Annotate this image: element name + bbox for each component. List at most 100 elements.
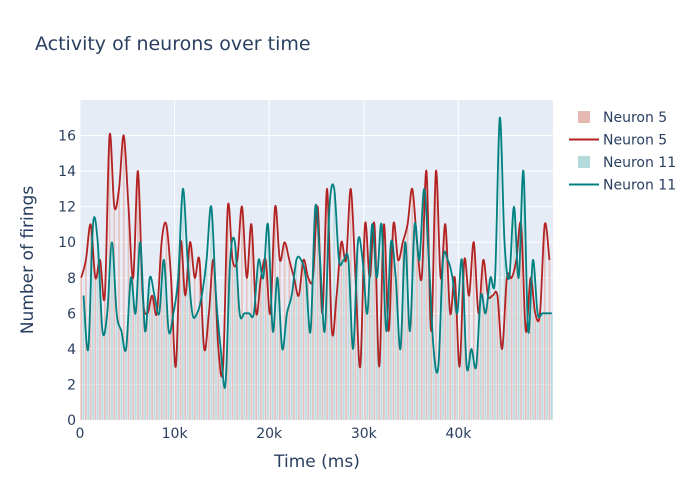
bar-neuron-11[interactable] <box>139 242 142 420</box>
bar-neuron-11[interactable] <box>484 313 487 420</box>
bar-neuron-11[interactable] <box>182 188 184 420</box>
bar-neuron-11[interactable] <box>219 348 222 420</box>
bar-neuron-5[interactable] <box>430 331 433 420</box>
bar-neuron-11[interactable] <box>536 313 539 420</box>
bar-neuron-11[interactable] <box>144 331 146 420</box>
bar-neuron-11[interactable] <box>82 295 85 420</box>
bar-neuron-11[interactable] <box>106 313 109 420</box>
bar-neuron-5[interactable] <box>416 242 418 420</box>
bar-neuron-5[interactable] <box>392 224 395 420</box>
bar-neuron-11[interactable] <box>243 313 246 420</box>
bar-neuron-5[interactable] <box>203 348 205 420</box>
bar-neuron-11[interactable] <box>191 313 194 420</box>
bar-neuron-11[interactable] <box>550 313 553 420</box>
bar-neuron-5[interactable] <box>156 313 158 420</box>
bar-neuron-5[interactable] <box>132 277 135 420</box>
bar-neuron-5[interactable] <box>368 277 371 420</box>
bar-neuron-11[interactable] <box>172 313 175 420</box>
legend-item[interactable]: Neuron 5 <box>578 110 667 126</box>
bar-neuron-5[interactable] <box>179 242 182 420</box>
bar-neuron-5[interactable] <box>378 366 381 420</box>
bar-neuron-5[interactable] <box>520 224 522 420</box>
bar-neuron-5[interactable] <box>477 313 480 420</box>
bar-neuron-5[interactable] <box>118 188 120 420</box>
bar-neuron-11[interactable] <box>125 348 127 420</box>
bar-neuron-5[interactable] <box>160 242 163 420</box>
bar-neuron-11[interactable] <box>186 260 189 420</box>
bar-neuron-11[interactable] <box>295 260 298 420</box>
bar-neuron-11[interactable] <box>394 277 397 420</box>
bar-neuron-11[interactable] <box>475 366 477 420</box>
bar-neuron-11[interactable] <box>437 366 440 420</box>
bar-neuron-11[interactable] <box>158 313 161 420</box>
bar-neuron-11[interactable] <box>134 313 137 420</box>
bar-neuron-11[interactable] <box>248 313 250 420</box>
bar-neuron-5[interactable] <box>420 277 423 420</box>
bar-neuron-5[interactable] <box>288 260 291 420</box>
bar-neuron-5[interactable] <box>515 260 518 420</box>
bar-neuron-11[interactable] <box>347 260 350 420</box>
bar-neuron-5[interactable] <box>454 277 456 420</box>
bar-neuron-5[interactable] <box>184 295 187 420</box>
bar-neuron-11[interactable] <box>111 242 113 420</box>
bar-neuron-11[interactable] <box>290 295 293 420</box>
bar-neuron-11[interactable] <box>305 277 307 420</box>
bar-neuron-5[interactable] <box>449 313 451 420</box>
bar-neuron-11[interactable] <box>319 260 321 420</box>
bar-neuron-5[interactable] <box>293 277 295 420</box>
bar-neuron-5[interactable] <box>170 277 172 420</box>
bar-neuron-11[interactable] <box>470 348 473 420</box>
bar-neuron-5[interactable] <box>141 295 144 420</box>
bar-neuron-11[interactable] <box>200 295 203 420</box>
bar-neuron-11[interactable] <box>527 331 529 420</box>
bar-neuron-5[interactable] <box>425 171 428 420</box>
bar-neuron-11[interactable] <box>101 331 104 420</box>
bar-neuron-11[interactable] <box>385 331 388 420</box>
legend[interactable]: Neuron 5 Neuron 5 Neuron 11 Neuron 11 <box>569 110 676 194</box>
bar-neuron-11[interactable] <box>224 384 227 420</box>
bar-neuron-5[interactable] <box>472 242 475 420</box>
bar-neuron-5[interactable] <box>122 135 125 421</box>
bar-neuron-11[interactable] <box>465 366 468 420</box>
bar-neuron-5[interactable] <box>397 260 399 420</box>
bar-neuron-5[interactable] <box>245 277 248 420</box>
bar-neuron-11[interactable] <box>267 224 269 420</box>
bar-neuron-11[interactable] <box>338 260 340 420</box>
bar-neuron-11[interactable] <box>409 331 411 420</box>
line-neuron-11[interactable] <box>82 116 552 389</box>
bar-neuron-5[interactable] <box>104 295 106 420</box>
bar-neuron-5[interactable] <box>198 260 201 420</box>
bar-neuron-11[interactable] <box>361 260 364 420</box>
bar-neuron-5[interactable] <box>501 348 503 420</box>
bar-neuron-11[interactable] <box>177 277 179 420</box>
bar-neuron-11[interactable] <box>513 206 515 420</box>
bar-neuron-5[interactable] <box>359 366 362 420</box>
bar-neuron-5[interactable] <box>193 277 196 420</box>
bar-neuron-5[interactable] <box>340 242 343 420</box>
bar-neuron-5[interactable] <box>406 224 409 420</box>
bar-neuron-11[interactable] <box>163 260 165 420</box>
bar-neuron-11[interactable] <box>96 242 99 420</box>
bar-neuron-5[interactable] <box>80 277 83 420</box>
legend-item[interactable]: Neuron 11 <box>578 155 676 171</box>
bar-neuron-5[interactable] <box>463 260 466 420</box>
bar-neuron-11[interactable] <box>309 331 312 420</box>
bar-neuron-11[interactable] <box>323 331 326 420</box>
bar-neuron-11[interactable] <box>546 313 548 420</box>
legend-item[interactable]: Neuron 11 <box>569 178 676 194</box>
bar-neuron-5[interactable] <box>364 224 366 420</box>
bar-neuron-11[interactable] <box>257 260 260 420</box>
bar-neuron-5[interactable] <box>241 206 243 420</box>
bar-neuron-5[interactable] <box>269 313 272 420</box>
bar-neuron-5[interactable] <box>383 224 385 420</box>
bar-neuron-11[interactable] <box>413 224 416 420</box>
bar-neuron-11[interactable] <box>442 260 444 420</box>
bar-neuron-11[interactable] <box>390 242 392 420</box>
bar-neuron-5[interactable] <box>137 171 139 420</box>
bar-neuron-5[interactable] <box>189 242 191 420</box>
bar-neuron-5[interactable] <box>529 277 532 420</box>
bar-neuron-11[interactable] <box>120 331 123 420</box>
bar-neuron-11[interactable] <box>494 277 496 420</box>
bar-neuron-5[interactable] <box>236 260 239 420</box>
bar-neuron-11[interactable] <box>215 295 217 420</box>
